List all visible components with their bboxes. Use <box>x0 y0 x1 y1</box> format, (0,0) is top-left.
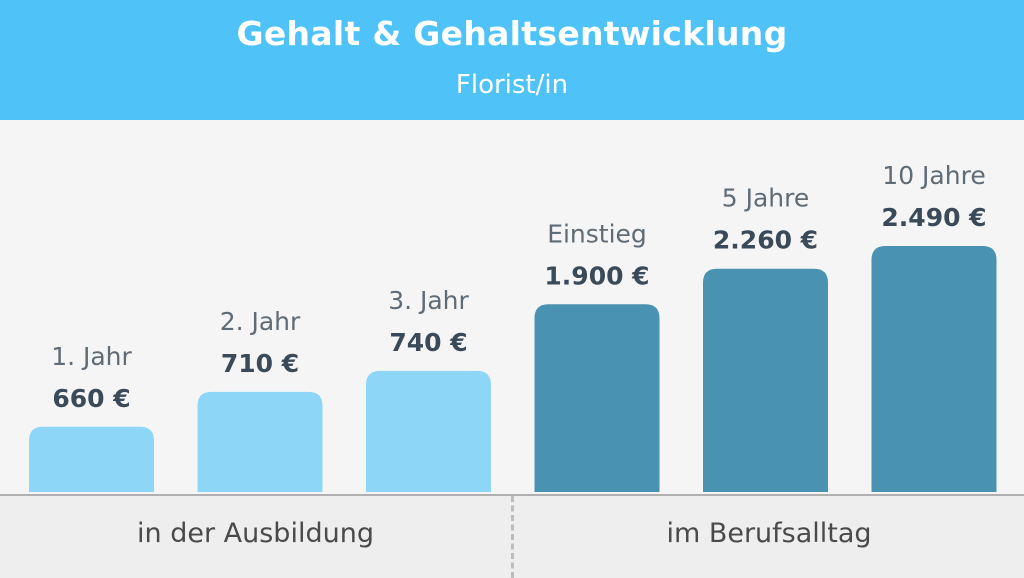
bar-5 <box>703 268 828 492</box>
bar-3 <box>366 370 491 492</box>
bar-4 <box>534 304 660 492</box>
group-footer: in der Ausbildung im Berufsalltag <box>0 494 1024 578</box>
group-label-career: im Berufsalltag <box>666 518 872 549</box>
chart-title: Gehalt & Gehaltsentwicklung <box>236 14 788 53</box>
bar-value-label: 660 € <box>52 384 130 413</box>
bar-category-label: Einstieg <box>547 219 647 248</box>
bar-value-label: 2.490 € <box>881 203 986 232</box>
group-label-training: in der Ausbildung <box>137 518 374 549</box>
bar-category-label: 3. Jahr <box>388 286 469 315</box>
bar-category-label: 5 Jahre <box>722 184 810 213</box>
bar-1 <box>29 426 154 492</box>
bar-6 <box>871 246 997 492</box>
bar-value-label: 1.900 € <box>544 261 649 290</box>
bar-category-label: 2. Jahr <box>220 307 301 336</box>
bar-category-label: 10 Jahre <box>882 161 985 190</box>
chart-header: Gehalt & Gehaltsentwicklung Florist/in <box>0 0 1024 120</box>
bar-chart: 660 € 1. Jahr 710 € 2. Jahr 740 € 3. Jahr 1.90… <box>29 161 997 492</box>
bar-value-label: 2.260 € <box>713 226 818 255</box>
chart-area: 660 € 1. Jahr 710 € 2. Jahr 740 € 3. Jahr 1.90… <box>0 120 1024 492</box>
bar-value-label: 740 € <box>389 328 467 357</box>
bar-2 <box>197 391 323 492</box>
bar-value-label: 710 € <box>221 349 299 378</box>
chart-subtitle: Florist/in <box>455 70 569 100</box>
bar-category-label: 1. Jahr <box>51 342 132 371</box>
group-divider <box>511 496 514 578</box>
